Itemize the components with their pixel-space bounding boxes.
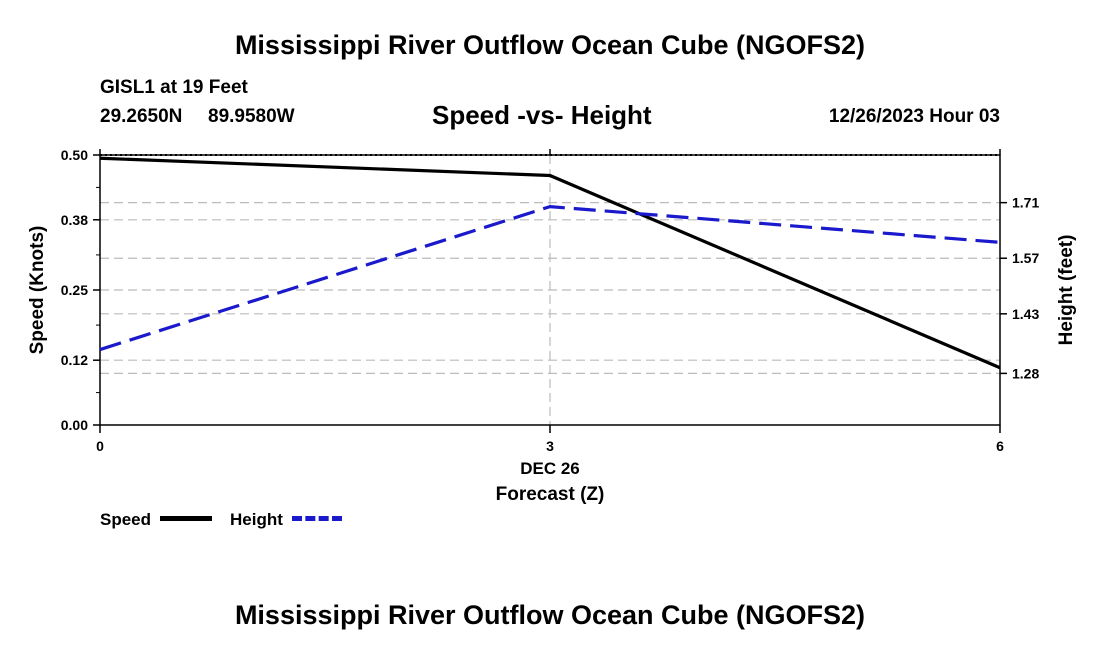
legend-speed-swatch bbox=[160, 516, 212, 521]
x-axis-title: Forecast (Z) bbox=[496, 484, 605, 505]
y-tick-label: 0.00 bbox=[61, 417, 88, 433]
x-sublabel: DEC 26 bbox=[520, 459, 580, 478]
y-tick-label: 0.50 bbox=[61, 147, 88, 163]
legend-height-swatch bbox=[292, 516, 342, 521]
forecast-date: 12/26/2023 Hour 03 bbox=[828, 106, 1000, 127]
y2-axis-title: Height (feet) bbox=[1056, 235, 1077, 346]
y2-tick-label: 1.71 bbox=[1012, 195, 1039, 211]
repeat-title: Mississippi River Outflow Ocean Cube (NG… bbox=[234, 600, 866, 630]
y2-tick-label: 1.28 bbox=[1012, 365, 1039, 381]
station-lat: 29.2650N bbox=[100, 106, 183, 127]
station-lon: 89.9580W bbox=[208, 106, 295, 127]
grid-lines bbox=[100, 154, 1000, 425]
station-name: GISL1 at 19 Feet bbox=[100, 77, 248, 98]
y2-tick-label: 1.43 bbox=[1012, 306, 1039, 322]
axis-labels: 0.00 0.12 0.25 0.38 0.50 1.28 1.43 1.57 1.71 0 3 6 D… bbox=[27, 147, 1077, 505]
chart-title: Speed -vs- Height bbox=[432, 100, 652, 130]
x-tick-label: 6 bbox=[996, 438, 1004, 454]
y-tick-label: 0.38 bbox=[61, 212, 88, 228]
series-lines bbox=[99, 156, 1001, 370]
main-title: Mississippi River Outflow Ocean Cube (NG… bbox=[234, 30, 866, 60]
axis-ticks bbox=[93, 149, 1007, 433]
y2-tick-label: 1.57 bbox=[1012, 250, 1039, 266]
x-tick-label: 0 bbox=[96, 438, 104, 454]
legend-height-label: Height bbox=[230, 510, 283, 529]
y-tick-label: 0.25 bbox=[61, 282, 88, 298]
legend-speed-label: Speed bbox=[100, 510, 152, 529]
y-axis-title: Speed (Knots) bbox=[27, 226, 48, 355]
x-tick-label: 3 bbox=[546, 438, 554, 454]
y-tick-label: 0.12 bbox=[61, 352, 88, 368]
